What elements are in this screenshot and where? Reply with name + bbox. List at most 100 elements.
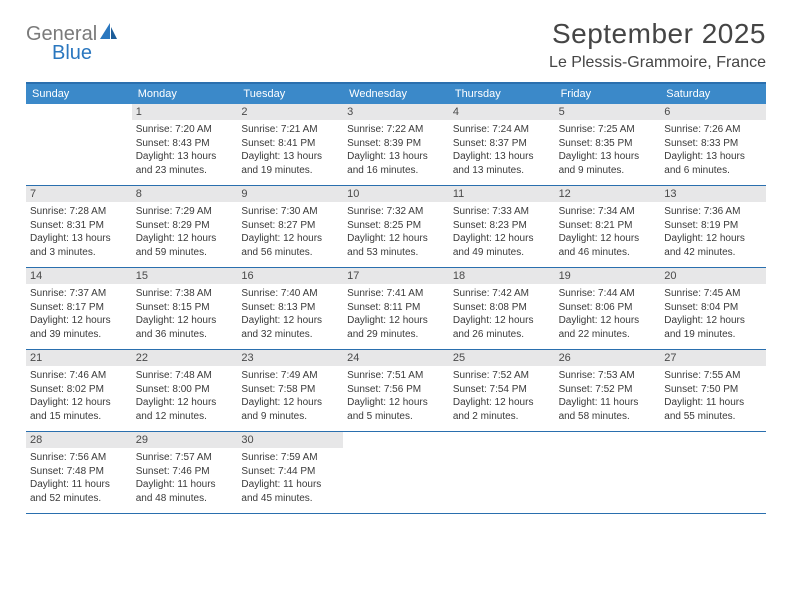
sunset-line: Sunset: 8:33 PM	[664, 137, 762, 151]
daylight-line: Daylight: 12 hours and 32 minutes.	[241, 314, 339, 341]
day-cell-11: 11Sunrise: 7:33 AMSunset: 8:23 PMDayligh…	[449, 186, 555, 267]
sunrise-line: Sunrise: 7:46 AM	[30, 369, 128, 383]
day-cell-13: 13Sunrise: 7:36 AMSunset: 8:19 PMDayligh…	[660, 186, 766, 267]
sunrise-line: Sunrise: 7:29 AM	[136, 205, 234, 219]
day-number: 17	[343, 268, 449, 284]
sunset-line: Sunset: 8:27 PM	[241, 219, 339, 233]
day-cell-empty	[449, 432, 555, 513]
daylight-line: Daylight: 12 hours and 42 minutes.	[664, 232, 762, 259]
day-cell-26: 26Sunrise: 7:53 AMSunset: 7:52 PMDayligh…	[555, 350, 661, 431]
logo-text-general: General	[26, 24, 97, 44]
sunrise-line: Sunrise: 7:26 AM	[664, 123, 762, 137]
daylight-line: Daylight: 11 hours and 45 minutes.	[241, 478, 339, 505]
sunset-line: Sunset: 8:25 PM	[347, 219, 445, 233]
day-cell-3: 3Sunrise: 7:22 AMSunset: 8:39 PMDaylight…	[343, 104, 449, 185]
day-cell-empty	[660, 432, 766, 513]
day-cell-20: 20Sunrise: 7:45 AMSunset: 8:04 PMDayligh…	[660, 268, 766, 349]
day-number: 1	[132, 104, 238, 120]
sunset-line: Sunset: 8:00 PM	[136, 383, 234, 397]
sunrise-line: Sunrise: 7:28 AM	[30, 205, 128, 219]
sunset-line: Sunset: 7:50 PM	[664, 383, 762, 397]
sunset-line: Sunset: 8:19 PM	[664, 219, 762, 233]
weekday-friday: Friday	[555, 84, 661, 104]
sunrise-line: Sunrise: 7:30 AM	[241, 205, 339, 219]
sunrise-line: Sunrise: 7:45 AM	[664, 287, 762, 301]
sunset-line: Sunset: 8:06 PM	[559, 301, 657, 315]
day-cell-9: 9Sunrise: 7:30 AMSunset: 8:27 PMDaylight…	[237, 186, 343, 267]
sunset-line: Sunset: 8:08 PM	[453, 301, 551, 315]
daylight-line: Daylight: 12 hours and 36 minutes.	[136, 314, 234, 341]
calendar-body: 1Sunrise: 7:20 AMSunset: 8:43 PMDaylight…	[26, 104, 766, 514]
day-number: 5	[555, 104, 661, 120]
day-number: 30	[237, 432, 343, 448]
daylight-line: Daylight: 11 hours and 48 minutes.	[136, 478, 234, 505]
day-number: 14	[26, 268, 132, 284]
sunset-line: Sunset: 8:15 PM	[136, 301, 234, 315]
day-cell-1: 1 Sunrise: 7:20 AMSunset: 8:43 PMDaylight…	[132, 104, 238, 185]
day-number: 22	[132, 350, 238, 366]
sunset-line: Sunset: 7:52 PM	[559, 383, 657, 397]
sunset-line: Sunset: 8:13 PM	[241, 301, 339, 315]
sunrise-line: Sunrise: 7:53 AM	[559, 369, 657, 383]
sunrise-line: Sunrise: 7:20 AM	[136, 123, 234, 137]
sunrise-line: Sunrise: 7:36 AM	[664, 205, 762, 219]
sail-icon	[99, 22, 119, 45]
logo-text-blue: Blue	[52, 42, 92, 64]
daylight-line: Daylight: 13 hours and 3 minutes.	[30, 232, 128, 259]
sunrise-line: Sunrise: 7:49 AM	[241, 369, 339, 383]
sunrise-line: Sunrise: 7:44 AM	[559, 287, 657, 301]
sunrise-line: Sunrise: 7:48 AM	[136, 369, 234, 383]
daylight-line: Daylight: 13 hours and 9 minutes.	[559, 150, 657, 177]
sunset-line: Sunset: 8:39 PM	[347, 137, 445, 151]
day-number: 20	[660, 268, 766, 284]
sunrise-line: Sunrise: 7:24 AM	[453, 123, 551, 137]
weekday-sunday: Sunday	[26, 84, 132, 104]
day-number: 8	[132, 186, 238, 202]
week-row: 14Sunrise: 7:37 AMSunset: 8:17 PMDayligh…	[26, 268, 766, 350]
day-number: 4	[449, 104, 555, 120]
sunset-line: Sunset: 8:21 PM	[559, 219, 657, 233]
day-cell-5: 5Sunrise: 7:25 AMSunset: 8:35 PMDaylight…	[555, 104, 661, 185]
sunrise-line: Sunrise: 7:22 AM	[347, 123, 445, 137]
day-cell-22: 22Sunrise: 7:48 AMSunset: 8:00 PMDayligh…	[132, 350, 238, 431]
day-number: 7	[26, 186, 132, 202]
day-cell-10: 10Sunrise: 7:32 AMSunset: 8:25 PMDayligh…	[343, 186, 449, 267]
sunrise-line: Sunrise: 7:57 AM	[136, 451, 234, 465]
sunset-line: Sunset: 7:46 PM	[136, 465, 234, 479]
day-cell-empty	[26, 104, 132, 185]
sunrise-line: Sunrise: 7:42 AM	[453, 287, 551, 301]
day-cell-15: 15Sunrise: 7:38 AMSunset: 8:15 PMDayligh…	[132, 268, 238, 349]
sunset-line: Sunset: 8:41 PM	[241, 137, 339, 151]
day-cell-6: 6Sunrise: 7:26 AMSunset: 8:33 PMDaylight…	[660, 104, 766, 185]
daylight-line: Daylight: 13 hours and 23 minutes.	[136, 150, 234, 177]
daylight-line: Daylight: 12 hours and 19 minutes.	[664, 314, 762, 341]
day-number: 21	[26, 350, 132, 366]
weekday-header-row: SundayMondayTuesdayWednesdayThursdayFrid…	[26, 84, 766, 104]
day-cell-24: 24Sunrise: 7:51 AMSunset: 7:56 PMDayligh…	[343, 350, 449, 431]
day-number: 12	[555, 186, 661, 202]
sunrise-line: Sunrise: 7:38 AM	[136, 287, 234, 301]
day-cell-empty	[343, 432, 449, 513]
sunrise-line: Sunrise: 7:56 AM	[30, 451, 128, 465]
calendar: SundayMondayTuesdayWednesdayThursdayFrid…	[26, 82, 766, 514]
daylight-line: Daylight: 12 hours and 22 minutes.	[559, 314, 657, 341]
day-number: 28	[26, 432, 132, 448]
day-number: 6	[660, 104, 766, 120]
day-cell-18: 18Sunrise: 7:42 AMSunset: 8:08 PMDayligh…	[449, 268, 555, 349]
daylight-line: Daylight: 12 hours and 46 minutes.	[559, 232, 657, 259]
location-subtitle: Le Plessis-Grammoire, France	[549, 54, 766, 72]
day-number: 16	[237, 268, 343, 284]
sunset-line: Sunset: 8:23 PM	[453, 219, 551, 233]
day-number: 25	[449, 350, 555, 366]
weekday-tuesday: Tuesday	[237, 84, 343, 104]
day-number: 19	[555, 268, 661, 284]
sunrise-line: Sunrise: 7:41 AM	[347, 287, 445, 301]
sunrise-line: Sunrise: 7:25 AM	[559, 123, 657, 137]
daylight-line: Daylight: 12 hours and 53 minutes.	[347, 232, 445, 259]
day-cell-17: 17Sunrise: 7:41 AMSunset: 8:11 PMDayligh…	[343, 268, 449, 349]
day-number: 11	[449, 186, 555, 202]
day-number: 27	[660, 350, 766, 366]
sunset-line: Sunset: 8:43 PM	[136, 137, 234, 151]
sunrise-line: Sunrise: 7:21 AM	[241, 123, 339, 137]
sunrise-line: Sunrise: 7:40 AM	[241, 287, 339, 301]
